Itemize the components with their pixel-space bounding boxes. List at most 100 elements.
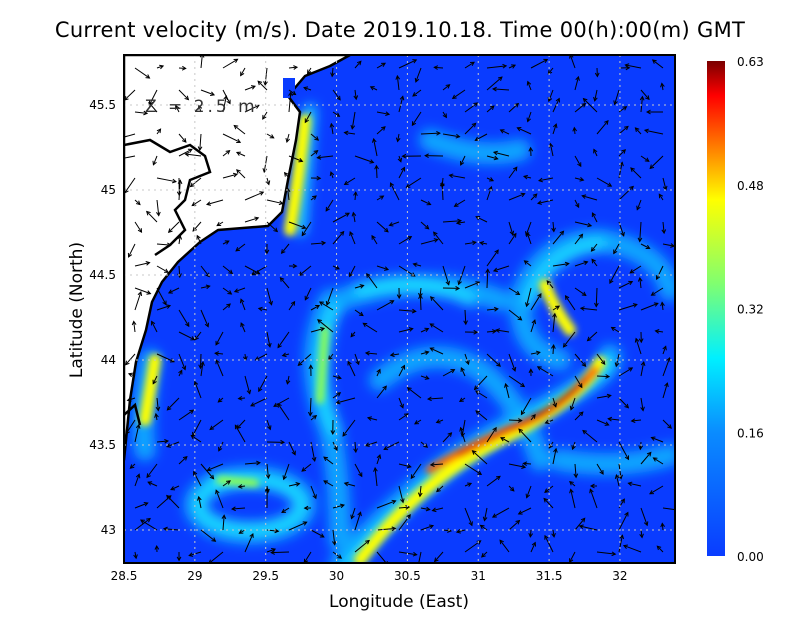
velocity-arrow	[420, 524, 435, 531]
x-tick-label: 28.5	[111, 569, 138, 583]
velocity-arrow	[637, 221, 643, 243]
velocity-arrow	[486, 76, 503, 91]
velocity-arrow	[574, 221, 593, 228]
velocity-arrow	[288, 65, 299, 70]
velocity-arrow	[486, 329, 497, 334]
velocity-arrow	[175, 104, 180, 113]
velocity-arrow	[596, 374, 611, 379]
velocity-arrow	[630, 167, 642, 179]
x-tick-label: 29	[187, 569, 202, 583]
velocity-arrow	[645, 109, 664, 115]
velocity-arrow	[288, 91, 293, 113]
velocity-arrow	[429, 462, 444, 467]
velocity-arrow	[166, 397, 180, 411]
velocity-arrow	[332, 230, 345, 245]
velocity-arrow	[412, 262, 422, 268]
velocity-arrow	[572, 126, 578, 135]
velocity-arrow	[581, 194, 598, 201]
velocity-arrow	[548, 142, 554, 157]
velocity-arrow	[589, 488, 598, 509]
velocity-arrow	[316, 155, 334, 160]
velocity-arrow	[265, 463, 271, 480]
velocity-arrow	[335, 397, 356, 405]
velocity-arrow	[354, 463, 363, 478]
velocity-arrow	[442, 432, 453, 443]
velocity-arrow	[310, 133, 320, 141]
velocity-arrow	[282, 463, 290, 481]
velocity-arrow	[552, 397, 558, 408]
velocity-arrow	[639, 529, 644, 539]
velocity-arrow	[170, 485, 180, 491]
velocity-arrow	[303, 505, 312, 511]
x-tick-label: 31	[471, 569, 486, 583]
velocity-arrow	[455, 220, 466, 226]
velocity-arrow	[218, 441, 224, 452]
velocity-arrow	[342, 419, 356, 437]
velocity-arrow	[552, 230, 565, 245]
velocity-arrow	[134, 67, 151, 79]
velocity-arrow	[590, 243, 598, 252]
velocity-arrow	[196, 234, 202, 245]
velocity-arrow	[134, 287, 152, 295]
x-tick-label: 29.5	[252, 569, 279, 583]
velocity-arrow	[222, 287, 233, 295]
velocity-arrow	[332, 212, 350, 223]
y-tick-label: 43.5	[89, 438, 116, 452]
velocity-arrow	[442, 133, 461, 139]
velocity-arrow	[530, 541, 537, 553]
velocity-arrow	[236, 169, 246, 179]
velocity-arrow	[552, 261, 570, 267]
velocity-arrow	[508, 287, 521, 296]
velocity-arrow	[473, 375, 488, 391]
x-tick-label: 30.5	[394, 569, 421, 583]
velocity-arrow	[526, 232, 532, 245]
velocity-arrow	[258, 375, 268, 393]
velocity-arrow	[194, 331, 202, 341]
velocity-arrow	[433, 551, 444, 563]
velocity-arrow	[310, 414, 318, 421]
velocity-arrow	[301, 463, 312, 472]
velocity-arrow	[464, 463, 483, 475]
velocity-arrow	[154, 412, 159, 421]
velocity-arrow	[544, 534, 554, 553]
velocity-arrow	[131, 320, 137, 333]
velocity-arrow	[622, 544, 642, 553]
velocity-arrow	[654, 329, 664, 334]
velocity-arrow	[629, 265, 642, 274]
velocity-arrow	[310, 529, 325, 538]
velocity-arrow	[574, 177, 585, 182]
velocity-arrow	[436, 485, 444, 493]
velocity-arrow	[155, 397, 161, 412]
velocity-arrow	[323, 456, 334, 465]
velocity-arrow	[414, 419, 422, 425]
velocity-arrow	[518, 428, 532, 443]
velocity-arrow	[552, 123, 558, 135]
velocity-arrow	[435, 419, 444, 424]
velocity-arrow	[376, 126, 386, 135]
velocity-arrow	[398, 364, 406, 377]
velocity-arrow	[492, 150, 510, 157]
velocity-arrow	[479, 240, 488, 246]
velocity-arrow	[480, 551, 488, 558]
velocity-arrow	[200, 309, 210, 328]
velocity-arrow	[398, 397, 404, 409]
velocity-arrow	[460, 366, 466, 377]
velocity-arrow	[371, 234, 378, 245]
velocity-arrow	[573, 463, 579, 479]
y-tick-label: 45	[101, 183, 116, 197]
velocity-arrow	[525, 485, 532, 499]
velocity-arrow	[266, 199, 284, 206]
velocity-arrow	[285, 133, 290, 143]
velocity-arrow	[323, 480, 334, 487]
velocity-arrow	[589, 483, 598, 489]
velocity-arrow	[349, 265, 356, 278]
velocity-arrow	[151, 320, 158, 333]
velocity-arrow	[134, 221, 143, 234]
velocity-arrow	[508, 221, 515, 236]
velocity-arrow	[546, 280, 554, 289]
velocity-arrow	[178, 409, 195, 421]
velocity-arrow	[397, 155, 403, 163]
velocity-arrow	[401, 153, 422, 159]
velocity-arrow	[651, 59, 664, 69]
velocity-arrow	[244, 460, 261, 466]
